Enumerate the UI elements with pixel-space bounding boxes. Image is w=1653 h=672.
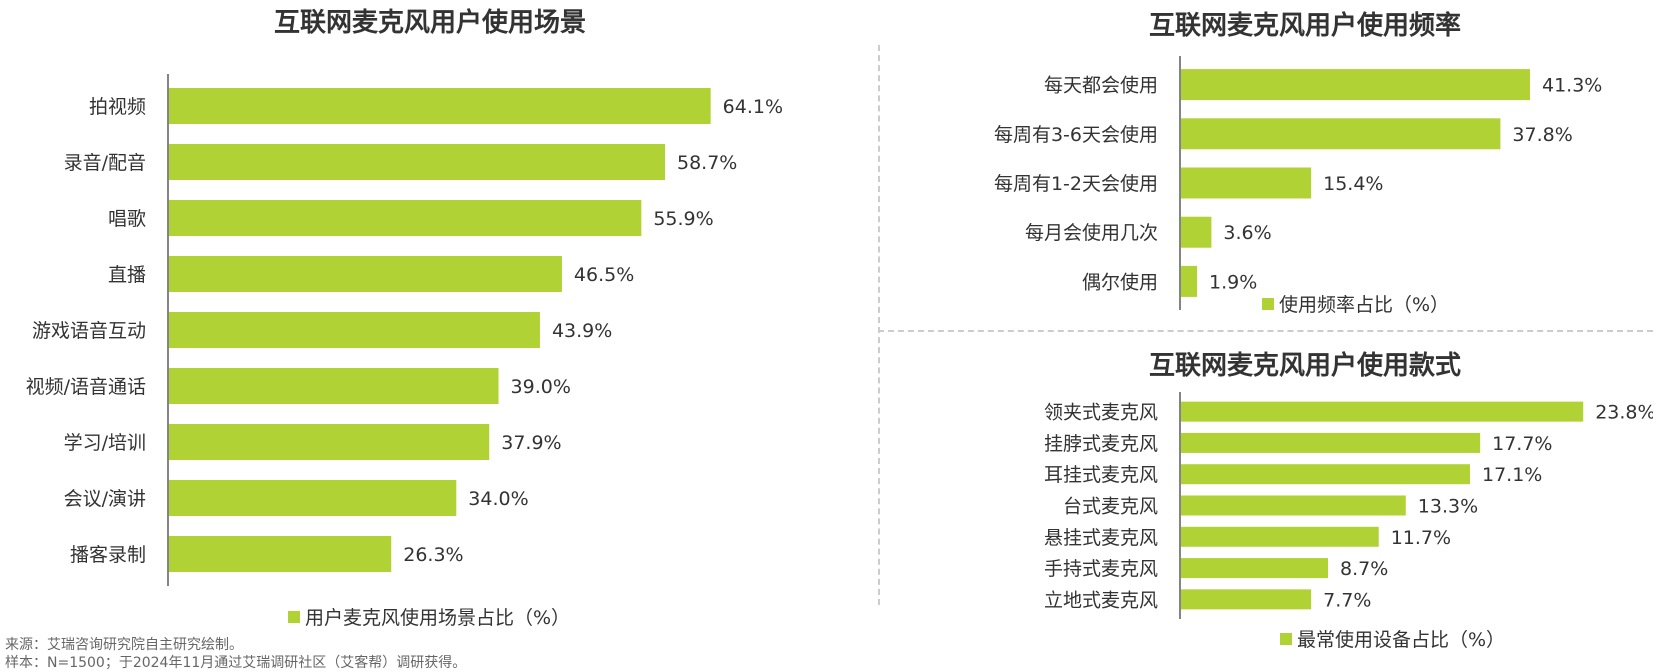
value-label: 37.8%: [1512, 124, 1572, 146]
category-label: 会议/演讲: [64, 488, 146, 510]
bar: [169, 368, 499, 404]
bar: [169, 88, 711, 124]
value-label: 34.0%: [468, 488, 528, 510]
value-label: 13.3%: [1418, 496, 1478, 518]
value-label: 8.7%: [1340, 558, 1388, 580]
bar: [1181, 589, 1312, 610]
vertical-divider: [878, 45, 880, 605]
style-chart: 领夹式麦克风 23.8% 挂脖式麦克风 17.7% 耳挂式麦克风 17.1% 台式麦克风 13…: [1044, 392, 1653, 619]
source-footnote: 来源：艾瑞咨询研究院自主研究绘制。: [5, 637, 243, 653]
category-label: 游戏语音互动: [32, 320, 146, 342]
legend-label: 用户麦克风使用场景占比（%）: [305, 607, 571, 629]
bar: [169, 312, 540, 348]
style-chart-title: 互联网麦克风用户使用款式: [1148, 351, 1462, 381]
legend-swatch: [288, 610, 300, 623]
bar: [169, 480, 457, 516]
bar: [1181, 526, 1379, 547]
legend-label: 使用频率占比（%）: [1279, 294, 1450, 316]
value-label: 46.5%: [574, 264, 634, 286]
value-label: 58.7%: [677, 152, 737, 174]
category-label: 学习/培训: [64, 432, 146, 454]
frequency-chart: 每天都会使用 41.3% 每周有3-6天会使用 37.8% 每周有1-2天会使用 15.4…: [994, 56, 1602, 310]
category-label: 每周有1-2天会使用: [994, 173, 1158, 195]
bar: [169, 536, 392, 572]
value-label: 1.9%: [1209, 271, 1257, 293]
value-label: 11.7%: [1391, 527, 1451, 549]
category-label: 拍视频: [89, 96, 146, 118]
category-label: 每天都会使用: [1044, 75, 1158, 97]
category-label: 偶尔使用: [1082, 271, 1158, 293]
bar: [169, 200, 642, 236]
bar: [169, 256, 562, 292]
value-label: 15.4%: [1323, 173, 1383, 195]
scenario-chart: 拍视频 64.1% 录音/配音 58.7% 唱歌 55.9% 直播 46.5% 游戏语音互动 43…: [26, 74, 783, 586]
value-label: 39.0%: [511, 376, 571, 398]
scenario-chart-legend: 用户麦克风使用场景占比（%）: [288, 603, 570, 630]
legend-label: 最常使用设备占比（%）: [1297, 629, 1506, 651]
category-label: 手持式麦克风: [1044, 558, 1158, 580]
category-label: 耳挂式麦克风: [1044, 464, 1158, 486]
bar: [1181, 167, 1312, 199]
legend-swatch: [1262, 297, 1274, 310]
legend-swatch: [1280, 632, 1292, 645]
bar: [1181, 216, 1212, 248]
frequency-chart-title: 互联网麦克风用户使用频率: [1148, 11, 1462, 41]
bar: [1181, 432, 1481, 453]
value-label: 17.1%: [1482, 464, 1542, 486]
category-label: 悬挂式麦克风: [1044, 527, 1158, 549]
value-label: 37.9%: [501, 432, 561, 454]
value-label: 43.9%: [552, 320, 612, 342]
category-label: 唱歌: [108, 208, 146, 230]
bar: [1181, 495, 1406, 516]
category-label: 立地式麦克风: [1044, 589, 1158, 611]
value-label: 17.7%: [1492, 433, 1552, 455]
category-label: 台式麦克风: [1063, 496, 1158, 518]
scenario-chart-title: 互联网麦克风用户使用场景: [273, 8, 587, 38]
sample-footnote: 样本：N=1500；于2024年11月通过艾瑞调研社区（艾客帮）调研获得。: [5, 655, 467, 671]
bar: [1181, 558, 1329, 579]
category-label: 每月会使用几次: [1025, 222, 1158, 244]
value-label: 23.8%: [1595, 402, 1653, 424]
category-label: 播客录制: [70, 544, 146, 566]
value-label: 64.1%: [723, 96, 783, 118]
value-label: 41.3%: [1542, 75, 1602, 97]
bar: [1181, 118, 1501, 150]
category-label: 挂脖式麦克风: [1044, 433, 1158, 455]
category-label: 每周有3-6天会使用: [994, 124, 1158, 146]
category-label: 直播: [108, 264, 146, 286]
bar: [1181, 265, 1198, 297]
category-label: 视频/语音通话: [26, 376, 146, 398]
bar: [169, 144, 666, 180]
bar: [169, 424, 490, 460]
value-label: 3.6%: [1223, 222, 1271, 244]
style-chart-legend: 最常使用设备占比（%）: [1280, 625, 1505, 652]
bar: [1181, 464, 1470, 485]
value-label: 26.3%: [403, 544, 463, 566]
category-label: 领夹式麦克风: [1044, 402, 1158, 424]
bar: [1181, 69, 1530, 101]
bar: [1181, 401, 1584, 422]
value-label: 7.7%: [1323, 589, 1371, 611]
value-label: 55.9%: [653, 208, 713, 230]
category-label: 录音/配音: [64, 152, 146, 174]
frequency-chart-legend: 使用频率占比（%）: [1262, 290, 1449, 317]
horizontal-divider: [878, 330, 1653, 332]
